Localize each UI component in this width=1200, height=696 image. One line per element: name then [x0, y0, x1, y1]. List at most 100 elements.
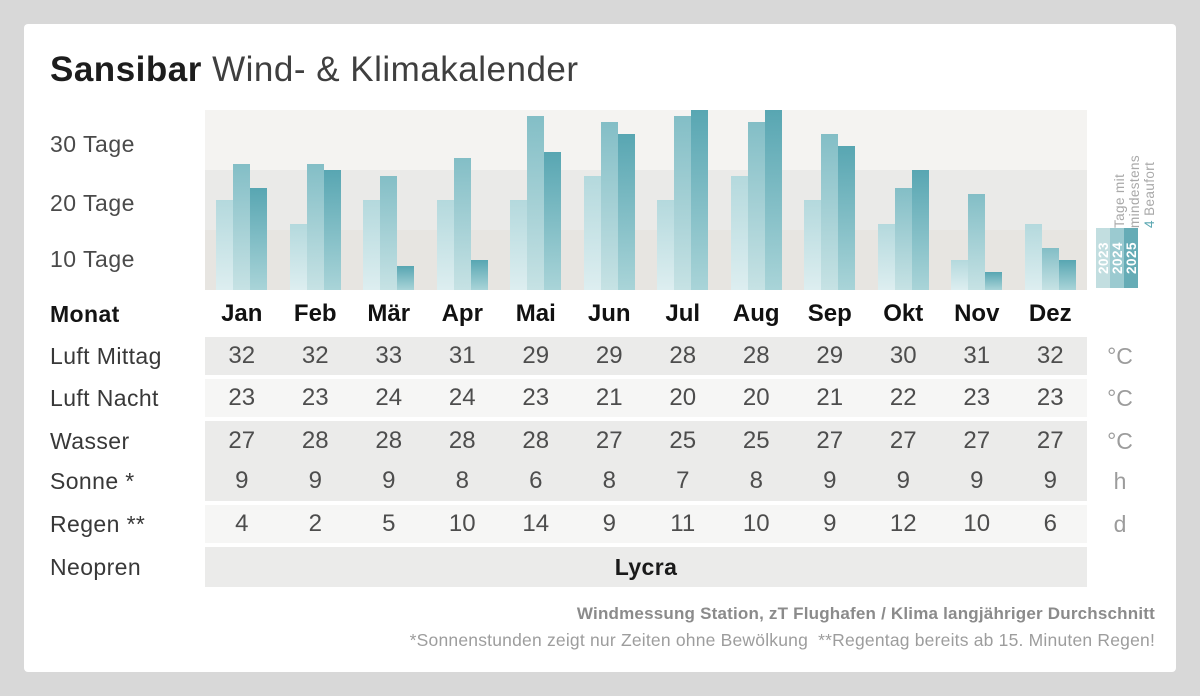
- title-subtitle: Wind- & Klimakalender: [201, 50, 579, 89]
- legend-line-3: 4 Beaufort: [1142, 161, 1157, 228]
- value-feb: 2: [308, 510, 322, 537]
- value-dez: 6: [1043, 510, 1057, 537]
- value-dez: 23: [1036, 384, 1064, 411]
- bar-2024-jun: [600, 122, 618, 290]
- value-okt: 30: [889, 342, 917, 369]
- bar-2024-sep: [821, 134, 839, 290]
- value-jul: 28: [669, 342, 697, 369]
- value-aug: 20: [742, 384, 770, 411]
- month-header-cells: Jan Feb Mär Apr Mai Jun Jul Aug Sep Okt Nov Dez: [205, 295, 1087, 333]
- value-mai: 14: [522, 510, 550, 537]
- bar-2023-mai: [510, 200, 528, 290]
- month-header-mär: Mär: [367, 300, 411, 327]
- value-okt: 27: [889, 427, 917, 454]
- value-okt: 22: [889, 384, 917, 411]
- bar-2025-okt: [911, 170, 929, 290]
- value-mär: 33: [375, 342, 403, 369]
- value-nov: 10: [963, 510, 991, 537]
- row-unit: °C: [1107, 384, 1133, 411]
- title-brand: Sansibar: [50, 50, 202, 89]
- row-label: Sonne *: [50, 467, 135, 494]
- row-label: Neopren: [50, 553, 142, 580]
- footer-asterisk-notes: *Sonnenstunden zeigt nur Zeiten ohne Bew…: [409, 630, 1155, 650]
- row-unit: d: [1113, 510, 1127, 537]
- row-cells: 4 2 5 10 14 9 11 10 9 12 10 6: [205, 505, 1087, 543]
- footer-source-note: Windmessung Station, zT Flughafen / Klim…: [576, 604, 1155, 623]
- bar-2023-okt: [877, 224, 895, 290]
- value-mär: 9: [382, 467, 396, 494]
- value-nov: 23: [963, 384, 991, 411]
- merged-value: Lycra: [614, 553, 678, 580]
- bar-2024-feb: [306, 164, 324, 290]
- value-apr: 28: [448, 427, 476, 454]
- row-label: Regen **: [50, 510, 146, 537]
- value-mär: 24: [375, 384, 403, 411]
- month-header-dez: Dez: [1028, 300, 1072, 327]
- value-apr: 24: [448, 384, 476, 411]
- value-sep: 21: [816, 384, 844, 411]
- bar-2025-jun: [617, 134, 635, 290]
- value-mai: 29: [522, 342, 550, 369]
- bar-2025-jan: [250, 188, 268, 290]
- value-aug: 25: [742, 427, 770, 454]
- value-jan: 4: [235, 510, 249, 537]
- value-dez: 9: [1043, 467, 1057, 494]
- value-dez: 32: [1036, 342, 1064, 369]
- value-jan: 27: [228, 427, 256, 454]
- value-aug: 28: [742, 342, 770, 369]
- value-okt: 12: [889, 510, 917, 537]
- value-jul: 20: [669, 384, 697, 411]
- bar-2024-nov: [968, 194, 986, 290]
- row-cells: 23 23 24 24 23 21 20 20 21 22 23 23: [205, 379, 1087, 417]
- value-aug: 10: [742, 510, 770, 537]
- legend-year-2024: 2024: [1110, 228, 1125, 288]
- month-header-aug: Aug: [732, 300, 780, 327]
- chart-legend-years: 2023 2024 2025: [1096, 228, 1139, 288]
- value-jul: 7: [676, 467, 690, 494]
- chart-band-2: [205, 170, 1087, 230]
- table-row-neopren: Neopren Lycra: [24, 547, 1176, 587]
- bar-2025-feb: [323, 170, 341, 290]
- month-header-row: Monat Jan Feb Mär Apr Mai Jun Jul Aug Sep Okt Nov D…: [24, 295, 1176, 333]
- month-header-jun: Jun: [587, 300, 631, 327]
- value-apr: 10: [448, 510, 476, 537]
- value-jun: 21: [595, 384, 623, 411]
- row-unit: °C: [1107, 342, 1133, 369]
- bar-2024-okt: [894, 188, 912, 290]
- month-header-jul: Jul: [665, 300, 701, 327]
- legend-line-2: mindestens: [1127, 154, 1142, 228]
- bar-2025-apr: [470, 260, 488, 290]
- value-aug: 8: [749, 467, 763, 494]
- bar-2023-feb: [289, 224, 307, 290]
- row-background: [205, 337, 1087, 375]
- value-mai: 28: [522, 427, 550, 454]
- value-dez: 27: [1036, 427, 1064, 454]
- value-nov: 9: [970, 467, 984, 494]
- y-tick-label: 10 Tage: [50, 246, 135, 272]
- row-label: Luft Mittag: [50, 342, 162, 369]
- bar-2025-aug: [764, 110, 782, 290]
- y-tick-label: 20 Tage: [50, 190, 135, 216]
- value-sep: 29: [816, 342, 844, 369]
- bar-2024-jan: [233, 164, 251, 290]
- bar-2023-sep: [804, 200, 822, 290]
- row-background: [205, 547, 1087, 587]
- bar-2025-mai: [544, 152, 562, 290]
- legend-line-1: Tage mit: [1112, 173, 1127, 228]
- bar-2024-jul: [674, 116, 692, 290]
- row-label: Luft Nacht: [50, 384, 159, 411]
- bar-2024-apr: [453, 158, 471, 290]
- row-cells: 32 32 33 31 29 29 28 28 29 30 31 32: [205, 337, 1087, 375]
- table-row-regen: Regen ** 4 2 5 10 14 9 11 10 9 12 10 6 d: [24, 505, 1176, 543]
- bar-2024-aug: [747, 122, 765, 290]
- value-jun: 9: [602, 510, 616, 537]
- value-jun: 29: [595, 342, 623, 369]
- month-header-jan: Jan: [221, 300, 263, 327]
- bar-2023-apr: [436, 200, 454, 290]
- value-jul: 11: [670, 510, 696, 537]
- legend-beaufort-number: 4: [1142, 220, 1157, 228]
- value-mai: 23: [522, 384, 550, 411]
- row-label: Wasser: [50, 427, 130, 454]
- row-background: [205, 461, 1087, 501]
- bar-2025-nov: [985, 272, 1003, 290]
